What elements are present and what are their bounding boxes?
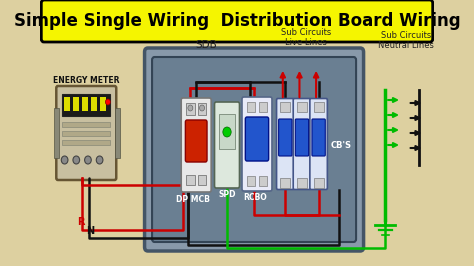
Text: Sub Circuits
Neutral Lines: Sub Circuits Neutral Lines bbox=[378, 31, 434, 50]
Circle shape bbox=[223, 127, 231, 137]
Circle shape bbox=[96, 156, 103, 164]
Bar bbox=[219, 114, 235, 149]
FancyBboxPatch shape bbox=[185, 120, 207, 162]
FancyBboxPatch shape bbox=[293, 98, 310, 189]
FancyBboxPatch shape bbox=[310, 98, 328, 189]
FancyBboxPatch shape bbox=[152, 57, 356, 242]
Bar bbox=[198, 103, 206, 115]
FancyBboxPatch shape bbox=[312, 119, 325, 156]
Circle shape bbox=[73, 156, 80, 164]
Text: RCBO: RCBO bbox=[244, 193, 267, 202]
Circle shape bbox=[188, 105, 193, 111]
FancyBboxPatch shape bbox=[246, 117, 269, 161]
Text: N: N bbox=[86, 226, 94, 236]
Bar bbox=[259, 102, 267, 112]
Bar bbox=[100, 97, 106, 111]
Bar bbox=[198, 175, 206, 185]
Text: SPD: SPD bbox=[218, 190, 236, 199]
Bar bbox=[314, 178, 324, 188]
Text: ENERGY METER: ENERGY METER bbox=[53, 76, 119, 85]
Circle shape bbox=[200, 105, 204, 111]
Circle shape bbox=[84, 156, 91, 164]
Bar bbox=[314, 102, 324, 112]
FancyBboxPatch shape bbox=[242, 97, 272, 191]
Bar bbox=[64, 97, 70, 111]
Bar bbox=[62, 122, 110, 127]
FancyBboxPatch shape bbox=[276, 98, 294, 189]
Bar bbox=[186, 175, 194, 185]
FancyBboxPatch shape bbox=[295, 119, 309, 156]
Text: SDB: SDB bbox=[195, 40, 217, 50]
Text: Sub Circuits
Live Lines: Sub Circuits Live Lines bbox=[281, 28, 331, 47]
Bar bbox=[186, 103, 194, 115]
FancyBboxPatch shape bbox=[215, 102, 239, 188]
Bar bbox=[62, 94, 110, 116]
Bar bbox=[82, 97, 88, 111]
Bar bbox=[280, 178, 290, 188]
Bar bbox=[62, 131, 110, 136]
Bar bbox=[280, 102, 290, 112]
Bar bbox=[297, 178, 307, 188]
FancyBboxPatch shape bbox=[41, 0, 433, 42]
Bar bbox=[115, 108, 120, 158]
Bar bbox=[259, 176, 267, 186]
Text: CB'S: CB'S bbox=[331, 140, 352, 149]
Bar bbox=[91, 97, 97, 111]
Bar bbox=[247, 176, 255, 186]
FancyBboxPatch shape bbox=[279, 119, 292, 156]
Bar bbox=[297, 102, 307, 112]
FancyBboxPatch shape bbox=[181, 98, 211, 192]
Bar bbox=[54, 108, 59, 158]
Bar bbox=[247, 102, 255, 112]
Text: Simple Single Wiring  Distribution Board Wiring: Simple Single Wiring Distribution Board … bbox=[14, 12, 460, 30]
Bar bbox=[62, 140, 110, 145]
Circle shape bbox=[105, 99, 110, 105]
Circle shape bbox=[61, 156, 68, 164]
Bar bbox=[73, 97, 79, 111]
Text: DP MCB: DP MCB bbox=[176, 195, 210, 204]
FancyBboxPatch shape bbox=[56, 86, 116, 180]
FancyBboxPatch shape bbox=[145, 48, 364, 251]
Text: R: R bbox=[77, 217, 84, 227]
